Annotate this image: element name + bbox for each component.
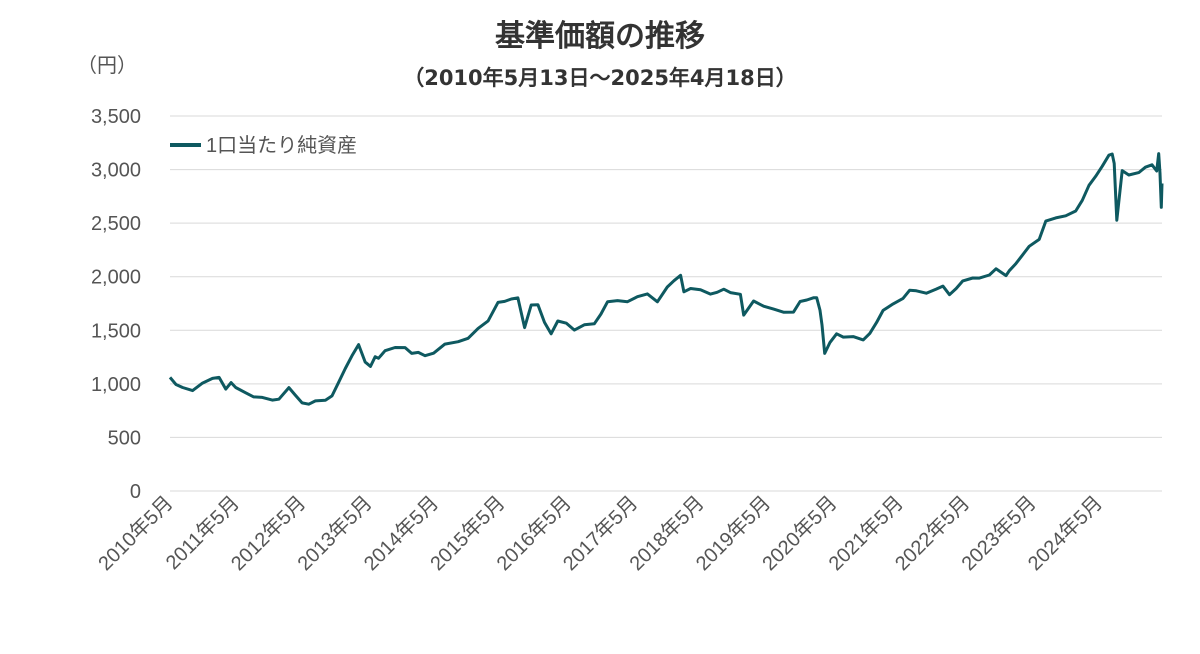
x-axis-ticks: 2010年5月2011年5月2012年5月2013年5月2014年5月2015年…: [94, 491, 1107, 575]
legend: 1口当たり純資産: [170, 134, 357, 157]
legend-label: 1口当たり純資産: [206, 134, 357, 157]
y-tick-label: 0: [130, 481, 141, 503]
y-tick-label: 2,500: [91, 213, 141, 235]
chart-subtitle: （2010年5月13日～2025年4月18日）: [403, 66, 797, 90]
y-axis-unit-label: （円）: [77, 54, 137, 77]
series-layer: [168, 152, 1164, 406]
y-tick-label: 2,000: [91, 267, 141, 289]
y-axis-ticks: 0 500 1,000 1,500 2,000 2,500 3,000 3,500: [91, 106, 141, 503]
y-tick-label: 1,000: [91, 374, 141, 396]
gridlines: [170, 115, 1162, 492]
y-tick-label: 3,500: [91, 106, 141, 128]
y-tick-label: 3,000: [91, 160, 141, 182]
y-tick-label: 1,500: [91, 320, 141, 342]
y-tick-label: 500: [108, 427, 141, 449]
series-line: [168, 152, 1164, 406]
chart-title: 基準価額の推移: [495, 19, 705, 54]
